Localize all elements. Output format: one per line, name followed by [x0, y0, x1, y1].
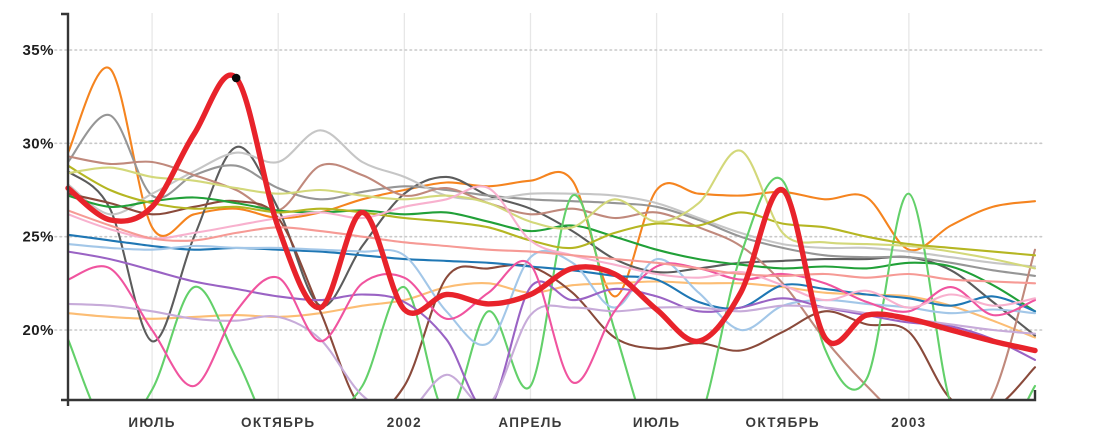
series-line-olive [66, 164, 1037, 257]
y-axis-label: 25% [22, 229, 54, 246]
series-line-orange [66, 66, 1037, 298]
y-axis-label: 30% [22, 135, 54, 152]
series-line-dark-gray [66, 145, 1037, 343]
x-axis-label: 2003 [891, 415, 926, 430]
x-axis-label: ИЮЛЬ [128, 415, 176, 430]
y-axis-line [61, 12, 70, 406]
y-axis-label: 20% [22, 322, 54, 339]
peak-marker-dot [231, 73, 241, 83]
series-line-light-pink [66, 185, 1037, 309]
series-line-salmon [66, 209, 1037, 285]
y-axis-label: 35% [22, 42, 54, 59]
series-line-gray [66, 114, 1037, 277]
x-axis-label: АПРЕЛЬ [498, 415, 562, 430]
x-axis-label: ИЮЛЬ [633, 415, 681, 430]
series-line-rosy-brown [66, 155, 1037, 400]
x-axis-label: ОКТЯБРЬ [241, 415, 315, 430]
x-axis-line [61, 390, 1037, 402]
x-axis-label: ОКТЯБРЬ [746, 415, 820, 430]
series-line-light-olive [66, 149, 1037, 270]
series-line-magenta-pink [66, 260, 1037, 388]
series-line-bright-green [66, 176, 1037, 400]
x-axis-label: 2002 [387, 415, 422, 430]
series-line-light-blue [66, 243, 1037, 346]
series-line-light-gray [66, 129, 1037, 268]
